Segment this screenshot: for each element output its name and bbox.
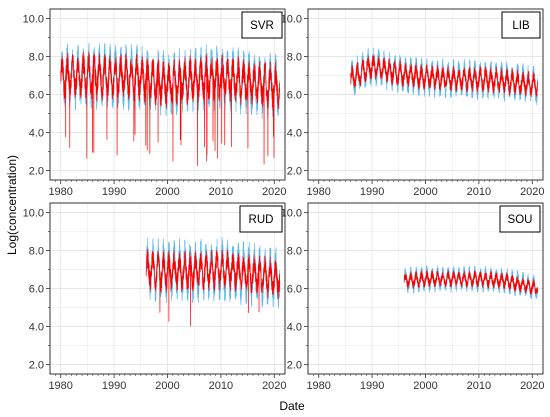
y-tick-label: 10.0 [281,14,302,26]
x-tick-label: 2000 [413,186,437,198]
x-tick-label: 2020 [262,186,286,198]
panel-rud: 2.0 4.0 6.0 8.0 10.0 1980 1990 2000 2010 2020 RUD [23,202,287,392]
x-tick-label: 1980 [306,186,330,198]
y-tick-label: 10.0 [23,14,44,26]
panel-sou: 2.0 4.0 6.0 8.0 10.0 1980 1990 2000 2010 2020 SOU [281,202,545,392]
y-tick-label: 4.0 [287,322,302,334]
x-tick-label: 2020 [520,186,544,198]
y-tick-label: 2.0 [29,360,44,372]
x-tick-label: 2020 [520,380,544,392]
y-tick-label: 4.0 [29,322,44,334]
x-axis-label: Date [279,399,305,413]
y-tick-label: 4.0 [287,128,302,140]
x-tick-label: 1990 [102,186,126,198]
x-tick-label: 1990 [360,380,384,392]
x-tick-label: 2020 [262,380,286,392]
panel-title-box [241,11,283,39]
panel-svr: 2.0 4.0 6.0 8.0 10.0 1980 1990 2000 2010 2020 SVR [23,8,287,198]
x-tick-label: 1980 [48,186,72,198]
x-tick-label: 2000 [155,186,179,198]
panel-title-box [501,11,541,39]
series-line-sou [403,270,539,295]
gridlines [308,9,543,180]
y-tick-label: 8.0 [287,52,302,64]
y-tick-label: 2.0 [287,166,302,178]
y-axis-label: Log(concentration) [5,155,19,255]
x-tick-label: 2010 [467,186,491,198]
y-tick-label: 2.0 [287,360,302,372]
panel-title: LIB [512,20,530,32]
y-tick-label: 10.0 [281,208,302,220]
x-tick-label: 2010 [209,380,233,392]
panel-lib: 2.0 4.0 6.0 8.0 10.0 1980 1990 2000 2010 2020 LIB [281,8,545,198]
x-tick-label: 1990 [360,186,384,198]
y-tick-label: 8.0 [29,246,44,258]
y-tick-label: 6.0 [287,90,302,102]
x-tick-label: 2000 [155,380,179,392]
panel-title: SOU [508,214,533,226]
series-line-lib [350,55,539,98]
panel-title: RUD [249,214,274,226]
x-tick-label: 1980 [306,380,330,392]
x-tick-label: 2010 [467,380,491,392]
y-tick-label: 6.0 [29,90,44,102]
y-tick-label: 2.0 [29,166,44,178]
y-tick-label: 6.0 [29,284,44,296]
panel-title: SVR [250,20,274,32]
x-tick-label: 2010 [209,186,233,198]
series-line-svr [60,50,281,166]
y-tick-label: 4.0 [29,128,44,140]
y-tick-label: 10.0 [23,208,44,220]
panel-title-box [239,205,283,233]
x-tick-label: 1990 [102,380,126,392]
y-tick-label: 8.0 [287,246,302,258]
panel-title-box [499,205,541,233]
x-tick-label: 2000 [413,380,437,392]
x-tick-label: 1980 [48,380,72,392]
series-line-rud [145,248,281,327]
y-tick-label: 6.0 [287,284,302,296]
y-tick-label: 8.0 [29,52,44,64]
